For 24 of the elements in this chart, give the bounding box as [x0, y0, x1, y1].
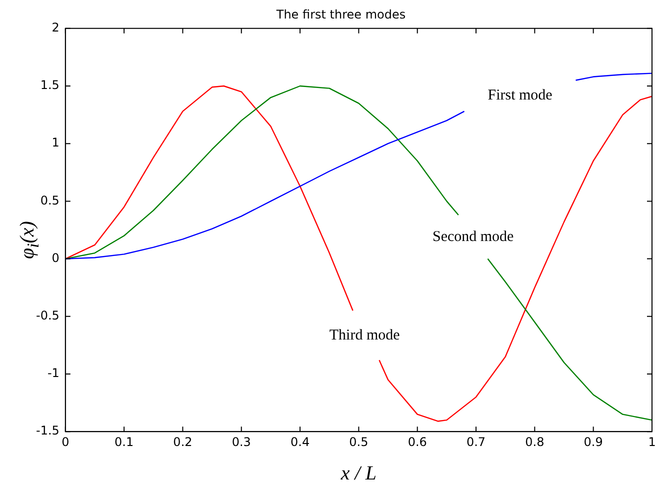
y-tick-label: -1.5	[36, 424, 60, 438]
y-tick-label: -0.5	[36, 308, 60, 323]
y-tick-label: 1	[52, 136, 60, 150]
y-tick-label: 0	[52, 250, 60, 265]
series-label: Third mode	[329, 327, 400, 344]
y-tick-label: 2	[52, 20, 60, 35]
x-tick-label: 1	[648, 434, 656, 449]
x-tick-label: 0	[62, 434, 70, 449]
x-axis-title: x / L	[340, 462, 376, 484]
y-tick-label: 0.5	[40, 193, 60, 208]
x-tick-label: 0.8	[525, 434, 544, 449]
chart-title: The first three modes	[275, 7, 406, 22]
x-tick-label: 0.2	[173, 434, 192, 449]
series-label: First mode	[488, 88, 553, 104]
x-tick-label: 0.1	[114, 434, 134, 449]
y-tick-label: 1.5	[40, 78, 60, 92]
x-tick-label: 0.5	[349, 434, 368, 449]
x-tick-label: 0.7	[466, 434, 486, 449]
x-tick-label: 0.6	[408, 434, 427, 449]
y-tick-label: -1	[47, 366, 60, 380]
x-tick-label: 0.4	[290, 434, 310, 449]
x-tick-label: 0.9	[584, 434, 603, 449]
x-tick-label: 0.3	[232, 434, 251, 449]
series-label: Second mode	[432, 228, 514, 245]
